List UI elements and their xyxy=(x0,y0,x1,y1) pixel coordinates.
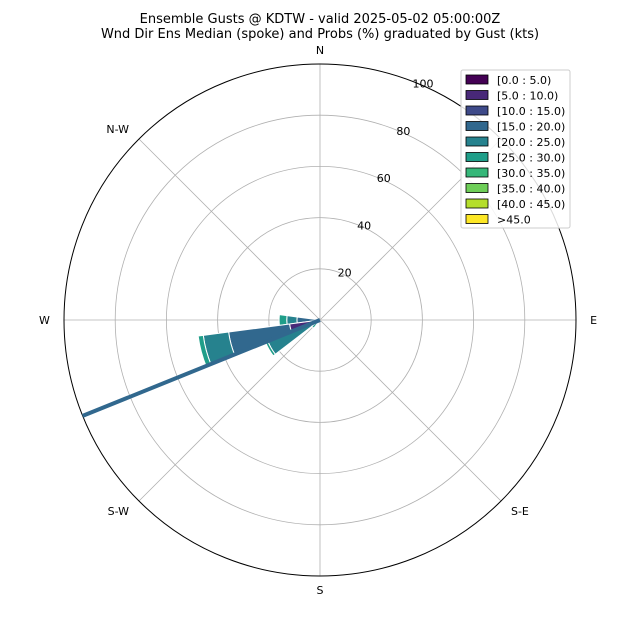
polar-grid xyxy=(63,63,577,577)
radial-tick-label: 80 xyxy=(396,125,410,138)
legend-swatch xyxy=(465,198,489,209)
wind-rose-segment xyxy=(278,314,288,326)
legend-entry-label: [15.0 : 20.0) xyxy=(497,121,565,134)
median-direction-spoke xyxy=(81,318,321,418)
direction-label-s: S xyxy=(317,584,324,597)
wind-rose-bars xyxy=(197,314,321,368)
legend-swatch xyxy=(465,214,489,224)
direction-label-s-e: S-E xyxy=(511,505,529,518)
chart-title: Ensemble Gusts @ KDTW - valid 2025-05-02… xyxy=(140,12,501,27)
direction-labels: N E S S-W W N-W S-E xyxy=(39,44,597,597)
legend-entry-label: >45.0 xyxy=(497,214,531,227)
legend-entry-label: [30.0 : 35.0) xyxy=(497,167,565,180)
direction-label-n-w: N-W xyxy=(106,123,129,136)
direction-label-e: E xyxy=(590,314,597,327)
direction-label-s-w: S-W xyxy=(108,505,130,518)
legend-swatch xyxy=(465,152,489,162)
legend: [0.0 : 5.0) [5.0 : 10.0) [10.0 : 15.0) [15.… xyxy=(460,69,571,229)
legend-swatch xyxy=(465,90,489,100)
legend-swatch xyxy=(465,105,489,116)
legend-swatch xyxy=(465,136,489,147)
radial-tick-label: 60 xyxy=(377,172,391,185)
legend-swatch xyxy=(465,74,489,85)
grid-spoke xyxy=(138,138,321,321)
legend-entry-label: [25.0 : 30.0) xyxy=(497,152,565,165)
legend-entry-label: [10.0 : 15.0) xyxy=(497,105,565,118)
legend-entry-label: [5.0 : 10.0) xyxy=(497,90,558,103)
outer-ring xyxy=(63,63,577,577)
grid-spoke xyxy=(138,319,321,502)
legend-entry-label: [35.0 : 40.0) xyxy=(497,183,565,196)
legend-swatch xyxy=(465,183,489,193)
legend-swatch xyxy=(465,121,489,131)
radial-tick-labels: 20 40 60 80 100 xyxy=(338,77,434,279)
grid-spoke xyxy=(319,319,502,502)
chart-subtitle: Wnd Dir Ens Median (spoke) and Probs (%)… xyxy=(101,27,539,42)
legend-entry-label: [40.0 : 45.0) xyxy=(497,198,565,211)
direction-label-n: N xyxy=(316,44,324,57)
median-direction-spoke-group xyxy=(81,318,321,418)
radial-tick-label: 20 xyxy=(338,267,352,280)
radial-tick-label: 100 xyxy=(412,77,433,90)
legend-swatch xyxy=(465,167,489,178)
radial-tick-label: 40 xyxy=(357,219,371,232)
legend-entry-label: [0.0 : 5.0) xyxy=(497,74,551,87)
direction-label-w: W xyxy=(39,314,50,327)
legend-entry-label: [20.0 : 25.0) xyxy=(497,136,565,149)
